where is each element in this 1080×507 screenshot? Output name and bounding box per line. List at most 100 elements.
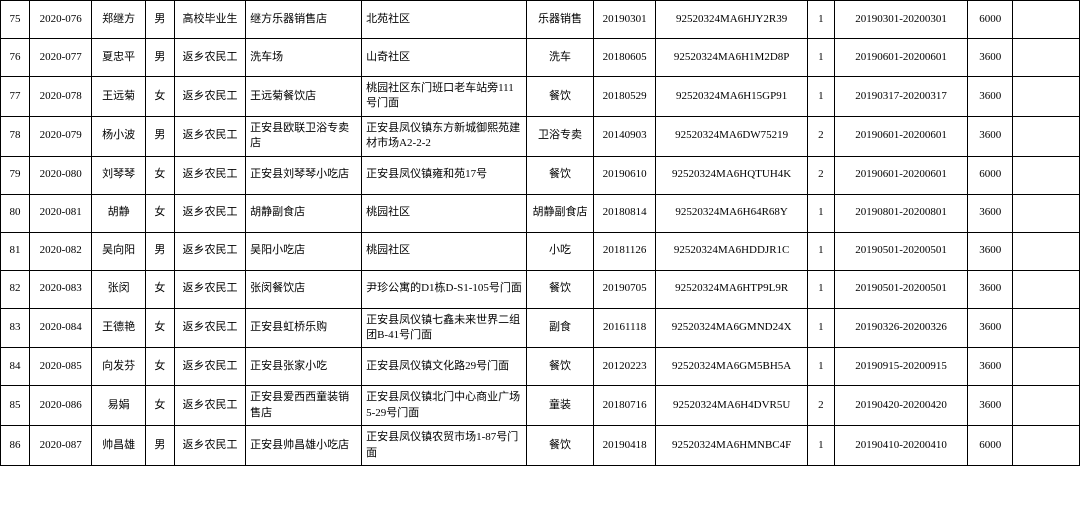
cell-n: 2 [807,116,834,156]
cell-shop: 正安县帅昌雄小吃店 [246,426,362,466]
cell-name: 王远菊 [92,77,146,117]
cell-cat: 返乡农民工 [174,232,245,270]
cell-addr: 山奇社区 [362,39,527,77]
cell-n: 1 [807,270,834,308]
cell-range: 20190501-20200501 [834,232,968,270]
cell-addr: 正安县凤仪镇北门中心商业广场5-29号门面 [362,386,527,426]
cell-date: 20180605 [593,39,655,77]
cell-name: 夏忠平 [92,39,146,77]
cell-last [1013,426,1080,466]
cell-last [1013,232,1080,270]
cell-sex: 女 [145,270,174,308]
cell-biz: 餐饮 [527,77,594,117]
cell-shop: 吴阳小吃店 [246,232,362,270]
cell-biz: 卫浴专卖 [527,116,594,156]
cell-code: 2020-079 [29,116,91,156]
cell-idx: 76 [1,39,30,77]
cell-idx: 84 [1,348,30,386]
cell-name: 向发芬 [92,348,146,386]
cell-cat: 返乡农民工 [174,116,245,156]
cell-biz: 乐器销售 [527,1,594,39]
cell-sex: 男 [145,1,174,39]
table-body: 752020-076郑继方男高校毕业生继方乐器销售店北苑社区乐器销售201903… [1,1,1080,466]
cell-reg: 92520324MA6H64R68Y [656,194,808,232]
cell-range: 20190601-20200601 [834,156,968,194]
cell-name: 帅昌雄 [92,426,146,466]
cell-biz: 副食 [527,308,594,348]
cell-amt: 6000 [968,156,1013,194]
cell-biz: 小吃 [527,232,594,270]
cell-idx: 83 [1,308,30,348]
cell-reg: 92520324MA6HQTUH4K [656,156,808,194]
cell-name: 吴向阳 [92,232,146,270]
cell-addr: 桃园社区 [362,232,527,270]
table-row: 852020-086易娟女返乡农民工正安县爱西西童装销售店正安县凤仪镇北门中心商… [1,386,1080,426]
cell-reg: 92520324MA6H1M2D8P [656,39,808,77]
cell-biz: 餐饮 [527,156,594,194]
cell-reg: 92520324MA6HMNBC4F [656,426,808,466]
cell-shop: 正安县欧联卫浴专卖店 [246,116,362,156]
cell-sex: 男 [145,232,174,270]
cell-sex: 男 [145,116,174,156]
cell-date: 20190301 [593,1,655,39]
cell-sex: 女 [145,156,174,194]
cell-biz: 洗车 [527,39,594,77]
cell-code: 2020-086 [29,386,91,426]
cell-range: 20190420-20200420 [834,386,968,426]
cell-date: 20161118 [593,308,655,348]
cell-cat: 返乡农民工 [174,426,245,466]
table-row: 802020-081胡静女返乡农民工胡静副食店桃园社区胡静副食店20180814… [1,194,1080,232]
cell-n: 1 [807,232,834,270]
cell-shop: 正安县爱西西童装销售店 [246,386,362,426]
cell-idx: 75 [1,1,30,39]
cell-name: 易娟 [92,386,146,426]
cell-amt: 3600 [968,386,1013,426]
cell-n: 2 [807,386,834,426]
cell-date: 20190705 [593,270,655,308]
table-row: 792020-080刘琴琴女返乡农民工正安县刘琴琴小吃店正安县凤仪镇雍和苑17号… [1,156,1080,194]
cell-n: 1 [807,348,834,386]
cell-name: 王德艳 [92,308,146,348]
cell-shop: 王远菊餐饮店 [246,77,362,117]
cell-last [1013,308,1080,348]
cell-amt: 3600 [968,194,1013,232]
cell-range: 20190915-20200915 [834,348,968,386]
cell-code: 2020-084 [29,308,91,348]
cell-cat: 返乡农民工 [174,348,245,386]
cell-amt: 3600 [968,348,1013,386]
cell-last [1013,194,1080,232]
cell-sex: 女 [145,348,174,386]
cell-range: 20190301-20200301 [834,1,968,39]
cell-shop: 正安县张家小吃 [246,348,362,386]
cell-sex: 女 [145,308,174,348]
cell-range: 20190317-20200317 [834,77,968,117]
cell-addr: 桃园社区东门班口老车站旁111号门面 [362,77,527,117]
table-row: 782020-079杨小波男返乡农民工正安县欧联卫浴专卖店正安县凤仪镇东方新城御… [1,116,1080,156]
cell-biz: 童装 [527,386,594,426]
cell-name: 郑继方 [92,1,146,39]
cell-n: 1 [807,1,834,39]
cell-range: 20190801-20200801 [834,194,968,232]
cell-shop: 正安县虹桥乐购 [246,308,362,348]
cell-cat: 返乡农民工 [174,77,245,117]
cell-last [1013,386,1080,426]
cell-last [1013,39,1080,77]
cell-cat: 返乡农民工 [174,194,245,232]
cell-range: 20190410-20200410 [834,426,968,466]
cell-date: 20180814 [593,194,655,232]
cell-shop: 胡静副食店 [246,194,362,232]
cell-reg: 92520324MA6GM5BH5A [656,348,808,386]
cell-idx: 77 [1,77,30,117]
cell-sex: 女 [145,77,174,117]
cell-sex: 女 [145,194,174,232]
cell-name: 杨小波 [92,116,146,156]
cell-code: 2020-087 [29,426,91,466]
cell-addr: 正安县凤仪镇东方新城御熙苑建材市场A2-2-2 [362,116,527,156]
cell-n: 2 [807,156,834,194]
cell-range: 20190601-20200601 [834,39,968,77]
cell-amt: 6000 [968,426,1013,466]
cell-biz: 胡静副食店 [527,194,594,232]
cell-idx: 86 [1,426,30,466]
cell-amt: 3600 [968,39,1013,77]
cell-last [1013,270,1080,308]
